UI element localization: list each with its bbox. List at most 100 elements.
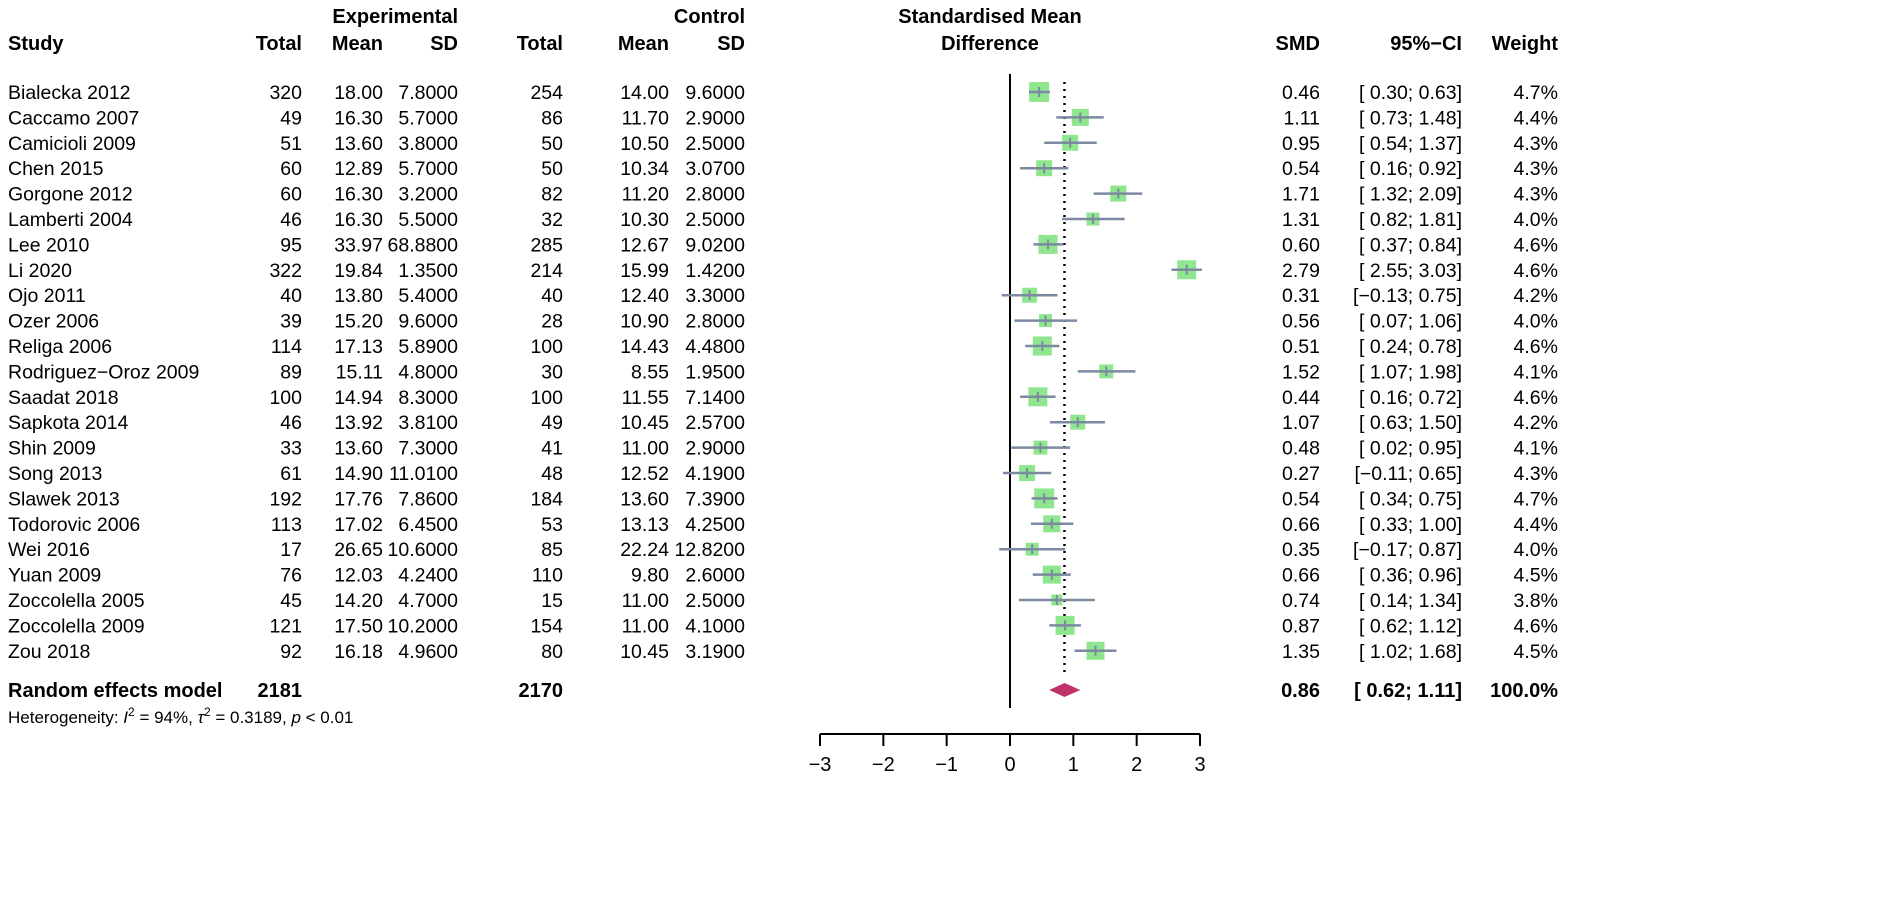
c-mean-cell: 11.20 [622, 184, 670, 206]
x-tick-label: −1 [935, 754, 958, 776]
e-sd-cell: 68.8800 [388, 234, 459, 256]
tau-sup: 2 [204, 705, 211, 719]
e-mean-cell: 14.20 [334, 590, 383, 612]
e-mean-cell: 17.02 [334, 514, 383, 536]
c-sd-cell: 3.0700 [685, 158, 745, 180]
c-total-cell: 100 [530, 387, 563, 409]
i2-sup: 2 [128, 705, 135, 719]
ci-cell: [ 0.62; 1.12] [1359, 615, 1462, 637]
e-total-cell: 51 [280, 133, 302, 155]
smd-cell: 0.27 [1282, 463, 1320, 485]
c-mean-cell: 12.52 [620, 463, 669, 485]
smd-cell: 0.46 [1282, 82, 1320, 104]
e-sd-cell: 3.2000 [398, 184, 458, 206]
study-name: Chen 2015 [8, 158, 104, 180]
e-total-cell: 322 [269, 260, 302, 282]
study-name: Todorovic 2006 [8, 514, 140, 536]
i2-value: = 94%, [135, 708, 198, 727]
e-sd-cell: 7.8000 [398, 82, 458, 104]
weight-cell: 4.7% [1514, 82, 1558, 104]
c-total-cell: 285 [530, 234, 563, 256]
weight-cell: 4.2% [1514, 412, 1558, 434]
e-total-cell: 192 [269, 488, 302, 510]
ci-cell: [−0.13; 0.75] [1353, 285, 1462, 307]
pooled-diamond [1049, 683, 1081, 697]
header-effect-line2: Difference [941, 33, 1039, 55]
e-mean-cell: 17.13 [334, 336, 383, 358]
c-sd-cell: 4.4800 [685, 336, 745, 358]
study-name: Caccamo 2007 [8, 107, 139, 129]
ci-cell: [ 0.34; 0.75] [1359, 488, 1462, 510]
study-name: Song 2013 [8, 463, 102, 485]
e-sd-cell: 9.6000 [398, 311, 458, 333]
study-marks [999, 74, 1202, 708]
e-mean-cell: 12.03 [334, 565, 383, 587]
smd-cell: 0.74 [1282, 590, 1320, 612]
c-mean-cell: 10.45 [620, 641, 669, 663]
e-sd-cell: 5.4000 [398, 285, 458, 307]
e-sd-cell: 10.2000 [388, 615, 459, 637]
weight-cell: 4.6% [1514, 387, 1558, 409]
e-total-cell: 95 [280, 234, 302, 256]
study-name: Ozer 2006 [8, 311, 99, 333]
x-tick-label: 3 [1194, 754, 1205, 776]
header-smd: SMD [1276, 33, 1320, 55]
smd-cell: 1.52 [1282, 361, 1320, 383]
ci-cell: [−0.11; 0.65] [1354, 463, 1462, 485]
ci-cell: [ 2.55; 3.03] [1359, 260, 1462, 282]
c-mean-cell: 22.24 [620, 539, 669, 561]
e-sd-cell: 4.9600 [398, 641, 458, 663]
weight-cell: 4.4% [1514, 107, 1558, 129]
c-mean-cell: 12.67 [620, 234, 669, 256]
c-mean-cell: 11.00 [622, 438, 670, 460]
smd-cell: 1.31 [1282, 209, 1320, 231]
weight-cell: 4.6% [1514, 260, 1558, 282]
smd-cell: 0.60 [1282, 234, 1320, 256]
weight-cell: 4.6% [1514, 615, 1558, 637]
c-total-cell: 110 [532, 565, 563, 587]
header-effect-line1: Standardised Mean [898, 6, 1081, 28]
weight-cell: 3.8% [1514, 590, 1558, 612]
e-total-cell: 113 [271, 514, 302, 536]
smd-cell: 0.54 [1282, 158, 1320, 180]
e-total-cell: 61 [280, 463, 302, 485]
x-tick-label: 1 [1068, 754, 1079, 776]
e-total-cell: 76 [280, 565, 302, 587]
e-mean-cell: 14.90 [334, 463, 383, 485]
c-total-cell: 15 [541, 590, 563, 612]
e-total-cell: 46 [280, 209, 302, 231]
weight-cell: 4.3% [1514, 184, 1558, 206]
smd-cell: 2.79 [1282, 260, 1320, 282]
ci-cell: [ 0.02; 0.95] [1359, 438, 1462, 460]
c-sd-cell: 7.1400 [685, 387, 745, 409]
e-mean-cell: 16.30 [334, 184, 383, 206]
tau-symbol: τ [198, 708, 206, 727]
e-mean-cell: 19.84 [334, 260, 383, 282]
pooled-weight: 100.0% [1490, 680, 1558, 702]
c-mean-cell: 11.00 [622, 615, 670, 637]
e-sd-cell: 3.8000 [398, 133, 458, 155]
ci-cell: [ 0.14; 1.34] [1359, 590, 1462, 612]
e-sd-cell: 7.3000 [398, 438, 458, 460]
study-name: Yuan 2009 [8, 565, 101, 587]
e-total-cell: 49 [280, 107, 302, 129]
e-sd-cell: 5.7000 [398, 107, 458, 129]
header-c-mean: Mean [618, 33, 669, 55]
e-mean-cell: 13.92 [334, 412, 383, 434]
study-name: Ojo 2011 [8, 285, 86, 307]
c-sd-cell: 9.6000 [685, 82, 745, 104]
c-total-cell: 86 [541, 107, 563, 129]
smd-cell: 0.66 [1282, 565, 1320, 587]
c-mean-cell: 10.90 [620, 311, 669, 333]
study-name: Slawek 2013 [8, 488, 120, 510]
c-total-cell: 214 [530, 260, 563, 282]
e-sd-cell: 10.6000 [388, 539, 459, 561]
c-sd-cell: 3.3000 [685, 285, 745, 307]
weight-cell: 4.5% [1514, 565, 1558, 587]
weight-cell: 4.6% [1514, 336, 1558, 358]
ci-cell: [ 1.32; 2.09] [1359, 184, 1462, 206]
study-name: Wei 2016 [8, 539, 90, 561]
c-mean-cell: 14.43 [620, 336, 669, 358]
c-sd-cell: 4.2500 [685, 514, 745, 536]
e-mean-cell: 16.30 [334, 209, 383, 231]
